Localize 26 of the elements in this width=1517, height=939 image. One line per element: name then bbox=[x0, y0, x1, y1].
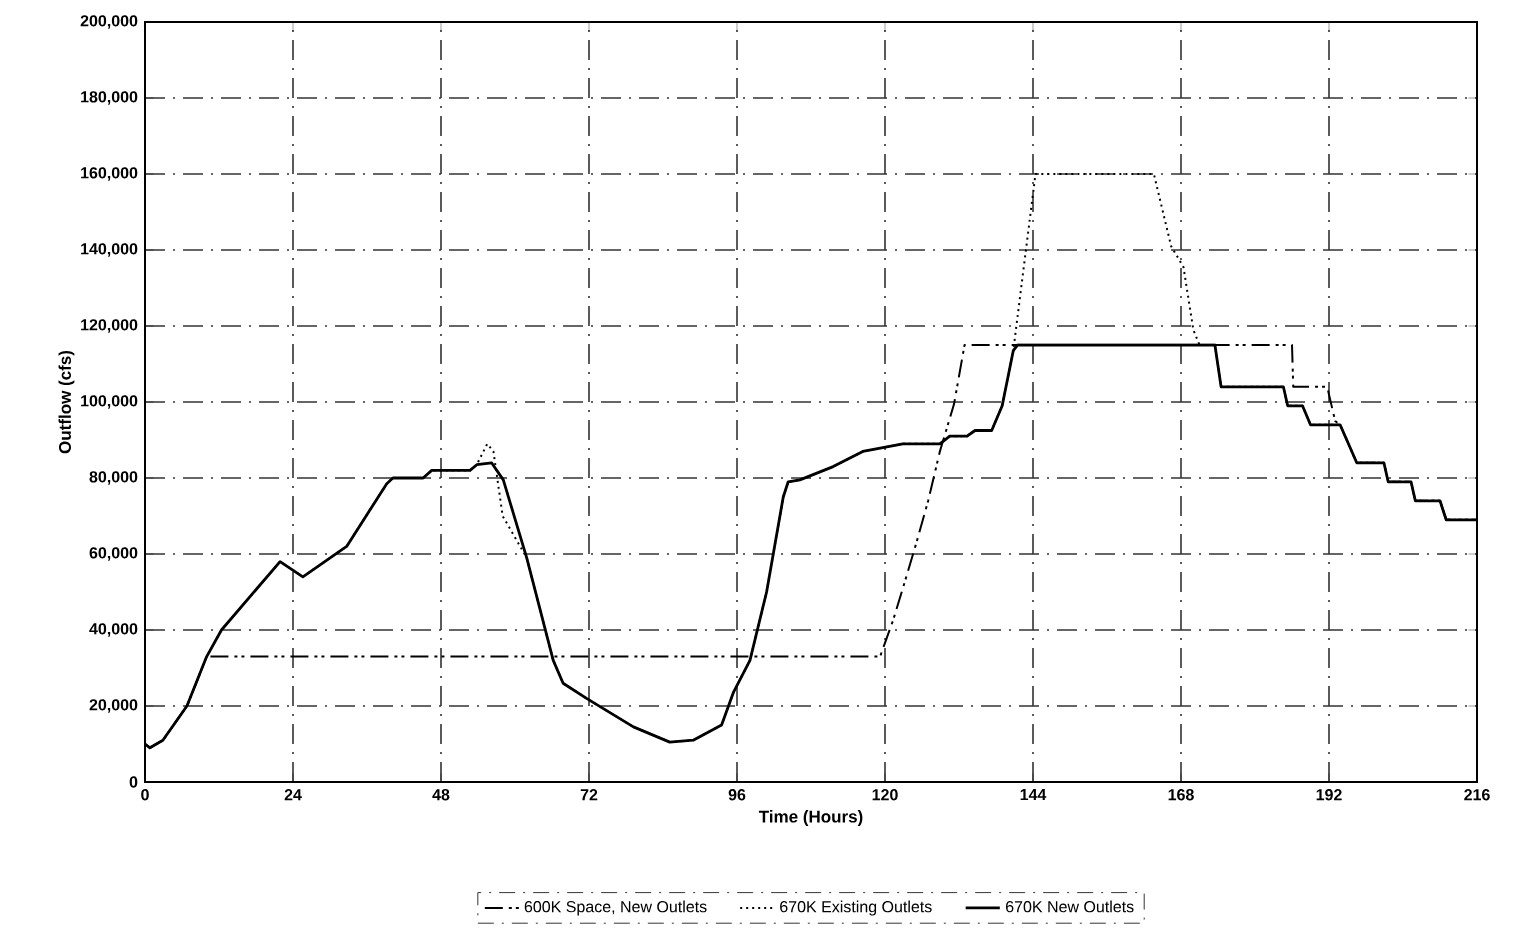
x-tick-label: 168 bbox=[1168, 789, 1194, 801]
legend-label: 600K Space, New Outlets bbox=[524, 900, 707, 916]
y-tick-label: 160,000 bbox=[81, 167, 138, 181]
y-tick-label: 40,000 bbox=[89, 623, 138, 637]
x-tick-label: 0 bbox=[141, 789, 149, 801]
x-tick-label: 96 bbox=[728, 789, 746, 801]
y-tick-label: 20,000 bbox=[89, 699, 138, 713]
y-tick-label: 140,000 bbox=[81, 243, 138, 257]
y-tick-label: 80,000 bbox=[89, 471, 138, 485]
y-tick-label: 200,000 bbox=[80, 15, 138, 29]
y-tick-label: 180,000 bbox=[81, 91, 138, 105]
x-tick-label: 192 bbox=[1316, 789, 1342, 801]
x-tick-label: 216 bbox=[1464, 789, 1490, 801]
x-tick-label: 48 bbox=[432, 789, 450, 801]
x-tick-label: 72 bbox=[580, 789, 598, 801]
x-tick-label: 120 bbox=[872, 789, 898, 801]
y-tick-label: 100,000 bbox=[81, 395, 138, 409]
legend-label: 670K New Outlets bbox=[1006, 900, 1134, 913]
x-tick-label: 24 bbox=[284, 789, 302, 801]
y-tick-label: 120,000 bbox=[81, 319, 138, 333]
legend-label: 670K Existing Outlets bbox=[780, 900, 932, 916]
x-axis-title: Time (Hours) bbox=[758, 810, 863, 826]
y-axis-title: Outflow (cfs) bbox=[58, 350, 75, 454]
y-tick-label: 0 bbox=[129, 776, 138, 788]
x-tick-label: 144 bbox=[1020, 789, 1047, 801]
y-tick-label: 60,000 bbox=[89, 547, 138, 561]
